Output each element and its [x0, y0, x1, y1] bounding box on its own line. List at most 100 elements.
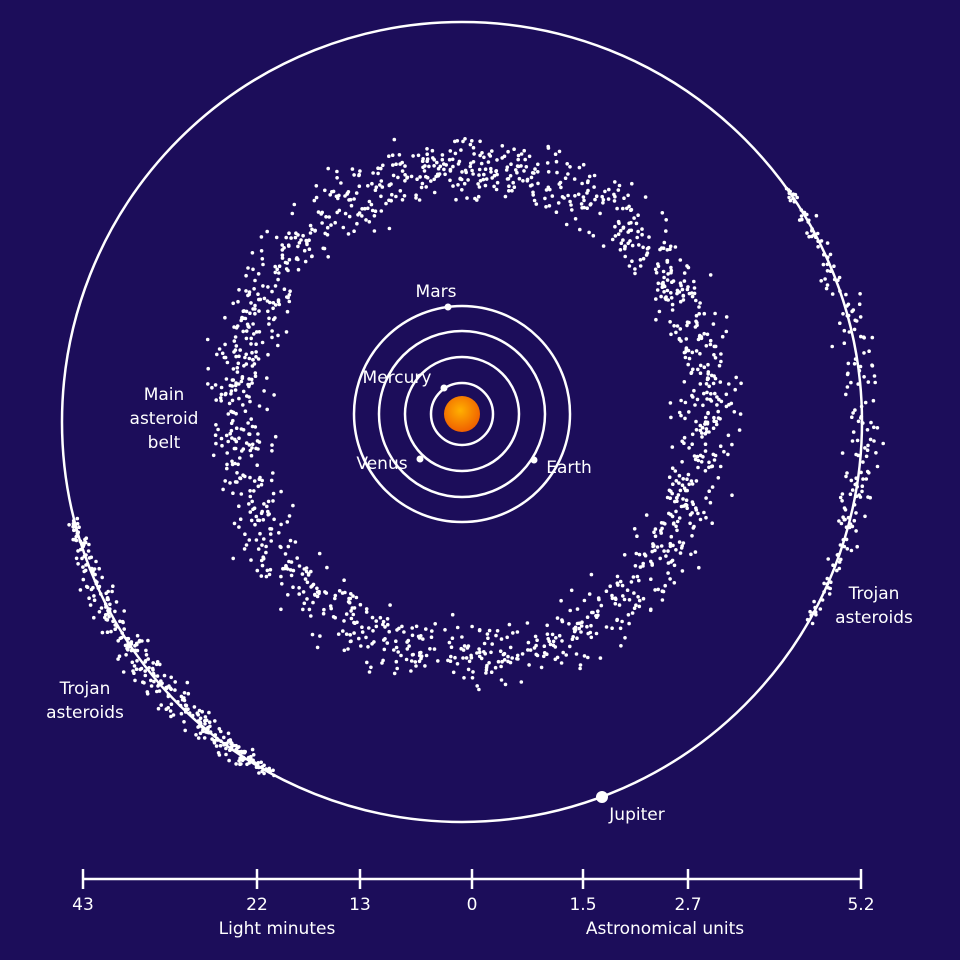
asteroid — [378, 615, 383, 620]
asteroid — [237, 436, 241, 441]
asteroid — [536, 162, 540, 167]
asteroid — [635, 574, 640, 579]
asteroid — [818, 607, 823, 611]
asteroid — [239, 379, 244, 384]
asteroid — [272, 393, 276, 397]
asteroid — [271, 499, 275, 503]
asteroid — [466, 667, 471, 672]
asteroid — [113, 609, 117, 614]
asteroid — [458, 176, 463, 181]
asteroid — [234, 439, 239, 444]
asteroid — [337, 589, 342, 593]
asteroid — [226, 412, 231, 416]
asteroid — [523, 157, 527, 162]
asteroid — [243, 474, 247, 479]
asteroid — [705, 397, 709, 401]
asteroid — [349, 592, 353, 596]
asteroid — [341, 629, 345, 633]
asteroid — [637, 552, 642, 557]
asteroid — [279, 489, 283, 494]
asteroid — [649, 577, 653, 581]
asteroid — [288, 538, 293, 543]
asteroid — [248, 494, 253, 499]
asteroid — [424, 185, 429, 189]
asteroid — [396, 175, 400, 180]
asteroid — [675, 495, 679, 500]
asteroid — [256, 292, 260, 297]
asteroid — [578, 663, 583, 667]
asteroid — [250, 747, 255, 752]
asteroid — [830, 344, 834, 349]
asteroid — [429, 179, 433, 183]
asteroid — [252, 479, 257, 483]
asteroid — [200, 709, 204, 714]
asteroid — [658, 247, 662, 252]
asteroid — [246, 324, 250, 329]
asteroid — [582, 654, 587, 658]
scale-tick-label: 13 — [349, 895, 371, 915]
asteroid — [107, 614, 111, 619]
asteroid — [477, 628, 482, 633]
asteroid — [573, 625, 578, 630]
asteroid — [290, 211, 295, 216]
asteroid — [230, 398, 235, 403]
asteroid — [250, 364, 255, 368]
asteroid — [260, 478, 265, 483]
asteroid — [273, 264, 278, 269]
asteroid — [681, 293, 686, 298]
asteroid — [490, 642, 495, 646]
asteroid — [693, 457, 698, 462]
asteroid — [259, 760, 264, 765]
asteroid — [419, 650, 423, 655]
asteroid — [241, 428, 246, 432]
asteroid — [568, 199, 572, 204]
asteroid — [853, 408, 857, 412]
asteroid — [621, 206, 625, 211]
asteroid — [355, 221, 359, 226]
asteroid — [228, 383, 233, 388]
asteroid — [335, 176, 339, 180]
asteroid — [370, 181, 374, 186]
asteroid — [253, 425, 258, 429]
asteroid — [658, 556, 662, 561]
asteroid — [839, 521, 844, 526]
asteroid — [489, 170, 493, 174]
asteroid — [662, 549, 666, 553]
asteroid — [738, 412, 743, 416]
asteroid — [478, 650, 482, 654]
asteroid — [849, 478, 854, 483]
asteroid — [666, 549, 670, 553]
asteroid — [581, 195, 586, 199]
asteroid — [660, 589, 665, 593]
asteroid — [183, 728, 187, 733]
asteroid — [414, 196, 418, 200]
asteroid — [231, 367, 236, 371]
asteroid — [216, 751, 221, 755]
asteroid — [378, 183, 382, 187]
asteroid — [545, 652, 549, 656]
asteroid — [692, 291, 697, 296]
asteroid — [498, 649, 503, 653]
asteroid — [855, 438, 860, 443]
asteroid — [247, 290, 252, 294]
asteroid — [573, 217, 578, 221]
asteroid — [488, 154, 493, 158]
asteroid — [862, 375, 866, 379]
asteroid — [260, 509, 265, 514]
asteroid — [548, 642, 553, 647]
asteroid — [515, 170, 519, 175]
asteroid — [461, 139, 465, 144]
asteroid — [394, 659, 399, 664]
asteroid — [364, 635, 368, 640]
asteroid — [486, 160, 491, 164]
asteroid — [840, 451, 845, 455]
asteroid — [407, 644, 411, 648]
asteroid — [506, 149, 510, 154]
asteroid — [397, 153, 402, 157]
asteroid — [257, 309, 261, 313]
asteroid — [436, 166, 441, 171]
asteroid — [827, 592, 832, 596]
asteroid — [677, 473, 682, 478]
asteroid — [403, 179, 407, 183]
asteroid — [357, 184, 362, 188]
